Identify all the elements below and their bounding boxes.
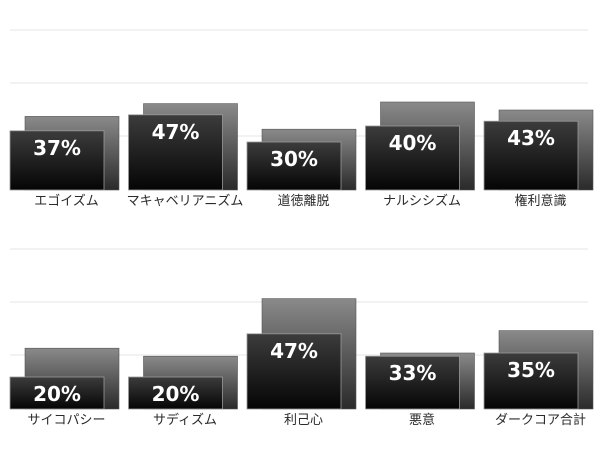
front-bar [128,114,223,191]
front-bar [483,120,579,191]
front-bar [365,125,460,191]
chart-panel-bottom: 20% サイコパシー 20% サディズム 47% 利己心 33% 悪意 35% ダークコア合計 [9,248,594,428]
category-label: 利己心 [284,413,323,428]
data-label: 47% [152,120,200,144]
front-bar [246,333,342,410]
front-bar [9,376,105,410]
category-label: ナルシシズム [383,193,461,209]
category-label: マキャベリアニズム [127,193,244,209]
front-bar [246,141,342,191]
data-label: 33% [389,361,437,385]
data-label: 30% [270,147,318,171]
front-bar [9,130,105,191]
category-label: 悪意 [409,412,435,428]
data-label: 20% [152,382,200,406]
data-label: 20% [33,382,81,406]
front-bar [128,376,223,410]
category-label: ダークコア合計 [495,412,586,428]
category-label: 権利意識 [514,193,566,209]
data-label: 40% [389,131,437,155]
data-label: 35% [507,358,555,382]
chart-panel-top: 37% エゴイズム 47% マキャベリアニズム 30% 道徳離脱 40% ナルシシズム 43% 権… [9,29,594,209]
category-label: サディズム [153,412,217,428]
front-bar [483,352,579,410]
category-label: 道徳離脱 [277,194,329,209]
data-label: 43% [507,126,555,150]
category-label: サイコパシー [27,413,105,428]
data-label: 37% [33,136,81,160]
category-label: エゴイズム [34,193,99,209]
front-bar [365,355,460,410]
data-label: 47% [270,339,318,363]
